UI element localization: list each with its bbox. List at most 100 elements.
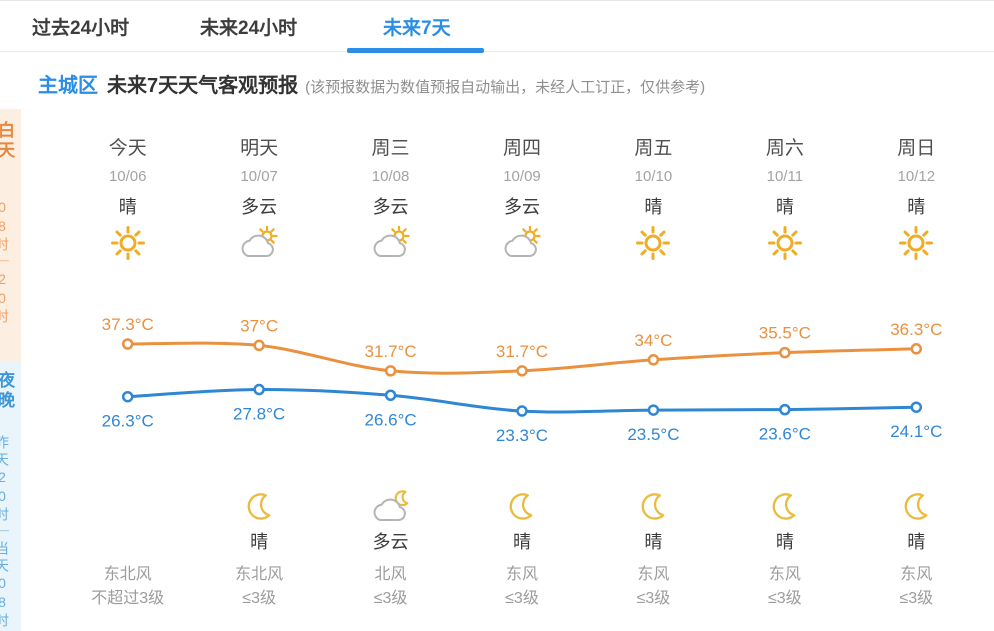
low-temp-point [910, 401, 923, 413]
forecast-column: 今天 10/06 晴 东北风 不超过3级 [62, 131, 193, 611]
night-condition: 晴 [644, 532, 663, 552]
day-date: 10/11 [766, 167, 804, 185]
tab-label: 未来7天 [383, 17, 451, 39]
wind-info: 东风 ≤3级 [719, 555, 850, 611]
low-temp-point [516, 405, 528, 417]
day-name: 周五 [634, 137, 673, 159]
page-title-row: 主城区 未来7天天气客观预报 (该预报数据为数值预报自动输出，未经人工订正，仅供… [38, 69, 705, 98]
moon-icon [904, 492, 928, 520]
day-weather-icon [588, 221, 719, 265]
day-name: 今天 [108, 137, 147, 159]
day-weather-icon [851, 221, 982, 265]
tab-next-7-days[interactable]: 未来7天 [347, 1, 484, 53]
high-temp-label: 37°C [240, 316, 278, 335]
moon-icon [510, 492, 533, 520]
tab-next-24h[interactable]: 未来24小时 [200, 1, 297, 51]
night-condition: 多云 [372, 532, 409, 552]
day-condition: 晴 [775, 197, 794, 217]
night-legend-hours: 昨天20时｜当天08时 [0, 435, 10, 630]
high-temp-label: 31.7°C [496, 342, 548, 361]
day-name: 周六 [765, 137, 804, 159]
high-temp-point [253, 339, 265, 352]
active-tab-underline [347, 48, 484, 53]
high-temp-point [910, 343, 923, 355]
high-temp-point [779, 346, 791, 359]
tab-bar: 过去24小时 未来24小时 未来7天 [0, 1, 994, 53]
wind-info: 北风 ≤3级 [325, 555, 456, 611]
low-temp-label: 26.3°C [102, 412, 154, 431]
sun-icon [636, 226, 671, 260]
forecast-column: 明天 10/07 多云 晴 东北风 ≤3级 [193, 131, 324, 611]
daytime-legend-hours: 08时｜20时 [0, 199, 10, 326]
night-weather-icon [325, 487, 456, 527]
day-weather-icon [456, 221, 587, 265]
daytime-legend-panel: 白天 08时｜20时 [0, 109, 21, 361]
wind-direction: 东风 [505, 566, 538, 583]
high-temp-label: 37.3°C [102, 315, 154, 334]
day-name: 明天 [240, 137, 279, 159]
moon-icon [247, 492, 270, 520]
night-condition: 晴 [775, 532, 794, 552]
tab-past-24h[interactable]: 过去24小时 [32, 1, 129, 51]
wind-info: 东风 ≤3级 [456, 555, 587, 611]
day-date: 10/09 [503, 167, 541, 185]
low-temp-label: 26.6°C [364, 410, 416, 429]
high-temp-point [647, 354, 660, 366]
low-temp-point [121, 390, 134, 403]
cloud-sun-icon [241, 226, 278, 257]
high-temp-label: 35.5°C [759, 324, 811, 343]
night-weather-icon [62, 487, 193, 527]
wind-level: ≤3级 [899, 590, 934, 607]
wind-info: 东北风 ≤3级 [193, 555, 324, 611]
forecast-grid: 今天 10/06 晴 东北风 不超过3级 明天 10/07 多云 晴 东北风 ≤… [62, 131, 982, 611]
wind-direction: 东风 [900, 566, 933, 583]
low-temp-point [253, 383, 265, 396]
low-temp-label: 24.1°C [890, 422, 942, 441]
day-date: 10/12 [897, 167, 936, 185]
wind-direction: 东北风 [103, 566, 152, 583]
daytime-legend-title: 白天 [0, 121, 14, 161]
day-weather-icon [325, 221, 456, 265]
forecast-column: 周日 10/12 晴 晴 东风 ≤3级 [851, 131, 982, 611]
day-condition: 晴 [118, 197, 137, 217]
high-temp-label: 31.7°C [364, 342, 416, 361]
low-temp-label: 23.3°C [496, 426, 548, 445]
low-temp-label: 23.6°C [759, 425, 811, 444]
forecast-disclaimer: (该预报数据为数值预报自动输出，未经人工订正，仅供参考) [305, 79, 706, 96]
cloud-sun-icon [504, 226, 541, 257]
low-temp-point [384, 389, 397, 402]
day-name: 周三 [371, 137, 410, 159]
day-weather-icon [193, 221, 324, 265]
day-condition: 多云 [503, 197, 540, 217]
night-weather-icon [193, 487, 324, 527]
wind-level: ≤3级 [768, 590, 802, 607]
day-date: 10/07 [240, 167, 278, 185]
low-temp-label: 27.8°C [233, 405, 285, 424]
day-date: 10/10 [634, 167, 673, 185]
wind-info: 东风 ≤3级 [851, 555, 982, 611]
wind-info: 东风 ≤3级 [588, 555, 719, 611]
low-temp-point [647, 404, 660, 416]
wind-level: ≤3级 [373, 590, 408, 607]
day-name: 周日 [897, 137, 936, 159]
temperature-chart: 37.3°C 37°C 31.7°C 31.7°C 34°C 35.5°C 36.3°C 26… [102, 315, 943, 445]
night-legend-panel: 夜晚 昨天20时｜当天08时 [0, 361, 21, 631]
wind-info: 东北风 不超过3级 [62, 555, 193, 611]
night-condition [62, 527, 193, 555]
forecast-column: 周四 10/09 多云 晴 东风 ≤3级 [456, 131, 587, 611]
night-condition: 晴 [512, 532, 531, 552]
wind-level: ≤3级 [636, 590, 671, 607]
page-title: 未来7天天气客观预报 [107, 75, 299, 97]
wind-direction: 北风 [374, 566, 407, 583]
sun-icon [767, 226, 802, 260]
day-condition: 晴 [644, 197, 663, 217]
sun-icon [110, 226, 145, 260]
high-temp-label: 34°C [634, 331, 672, 350]
wind-direction: 东北风 [235, 566, 284, 583]
night-weather-icon [851, 487, 982, 527]
tab-label: 未来24小时 [200, 17, 298, 39]
day-weather-icon [719, 221, 850, 265]
region-label: 主城区 [38, 75, 98, 97]
night-weather-icon [719, 487, 850, 527]
